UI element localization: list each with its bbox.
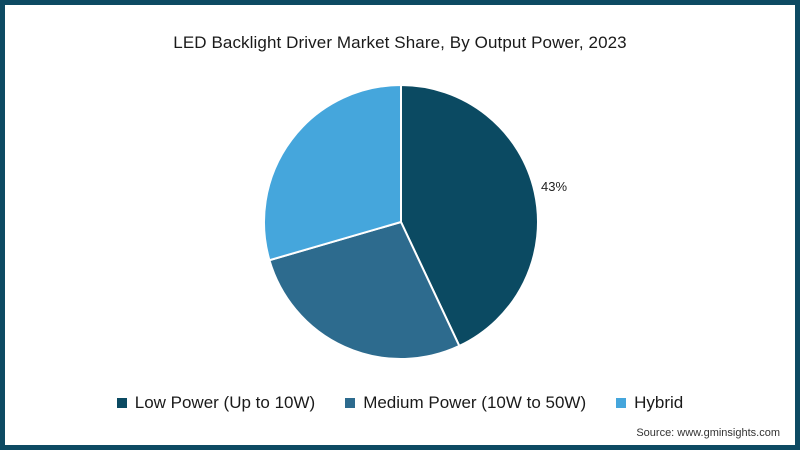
- pie-slice-low-power: [400, 83, 539, 348]
- legend-item-low-power: Low Power (Up to 10W): [116, 393, 316, 413]
- legend: Low Power (Up to 10W) Medium Power (10W …: [0, 393, 800, 413]
- chart-title: LED Backlight Driver Market Share, By Ou…: [173, 33, 627, 52]
- legend-swatch-hybrid: [616, 398, 627, 408]
- legend-swatch-low-power: [116, 398, 127, 408]
- legend-item-hybrid: Hybrid: [616, 393, 683, 413]
- legend-swatch-medium-power: [345, 398, 356, 408]
- legend-item-medium-power: Medium Power (10W to 50W): [345, 393, 586, 413]
- pie-slice-hybrid: [263, 83, 402, 262]
- pie-slice-medium-power: [268, 220, 461, 360]
- source-credit: Source: www.gminsights.com: [636, 427, 780, 439]
- pie-slices: [263, 83, 539, 360]
- legend-label-medium-power: Medium Power (10W to 50W): [363, 393, 587, 412]
- slice-label-low-power: 43%: [541, 179, 567, 194]
- legend-label-hybrid: Hybrid: [634, 393, 684, 412]
- legend-label-low-power: Low Power (Up to 10W): [134, 393, 316, 412]
